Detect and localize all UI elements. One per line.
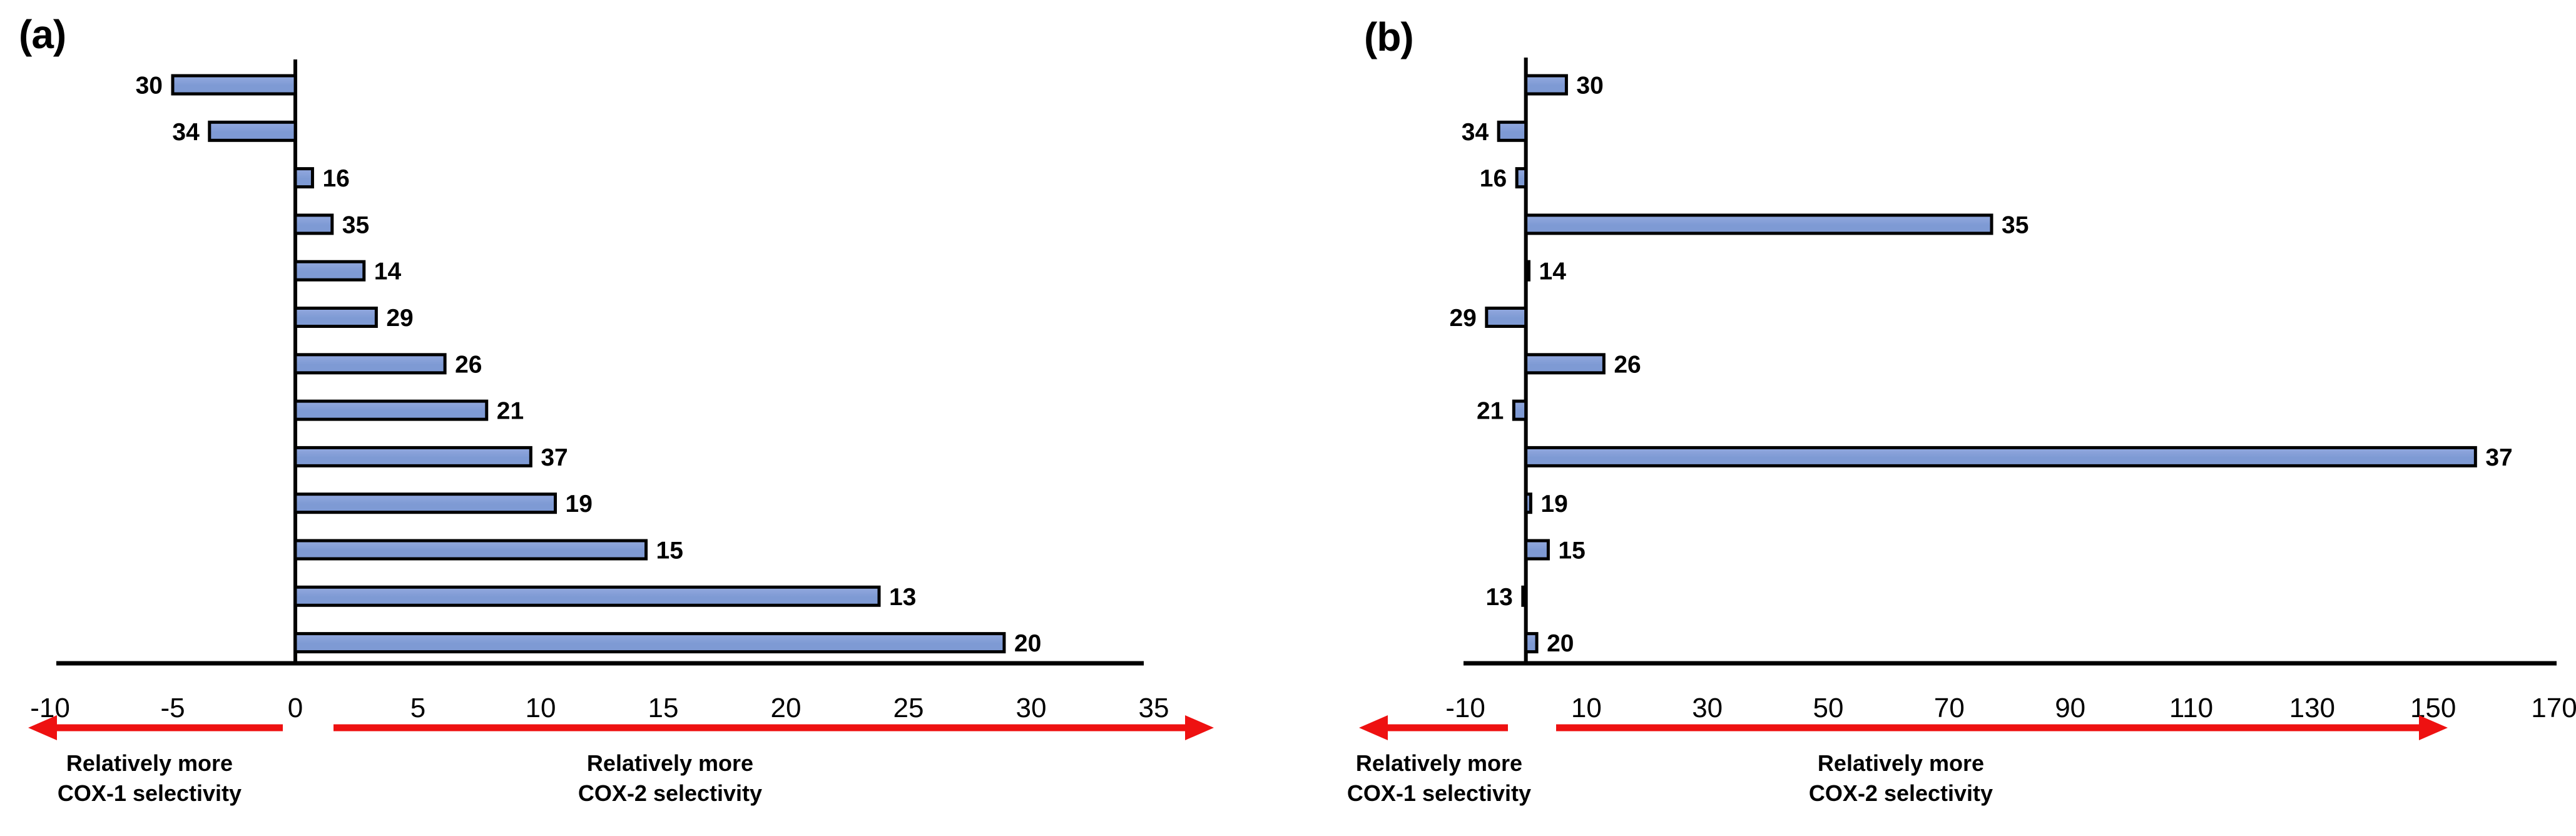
cox1-note-line2: COX-1 selectivity <box>1347 780 1532 806</box>
bar-label-21: 21 <box>1477 398 1504 425</box>
bar-label-15: 15 <box>656 538 683 564</box>
cox1-arrow-head <box>28 715 57 740</box>
cox1-note-line1: Relatively more <box>1355 750 1523 776</box>
bar-label-29: 29 <box>386 305 413 332</box>
panel-b: (b) -10 10 30 50 70 90 110 130 150 170 30 34 16 35 14 2… <box>1289 0 2576 836</box>
bar-label-26: 26 <box>1614 351 1641 378</box>
bar-19 <box>1524 492 1532 514</box>
panel-b-cox1-note: Relatively more COX-1 selectivity <box>1347 748 1531 808</box>
bar-label-20: 20 <box>1547 630 1574 657</box>
bar-label-21: 21 <box>497 398 524 425</box>
bar-30 <box>1524 74 1568 96</box>
bar-20 <box>293 632 1006 654</box>
bar-label-13: 13 <box>1485 584 1512 611</box>
bar-29 <box>1485 307 1528 328</box>
x-tick-label: 10 <box>1571 693 1602 723</box>
x-tick-label: 20 <box>771 693 802 723</box>
x-tick-label: 35 <box>1139 693 1169 723</box>
bar-label-15: 15 <box>1558 538 1585 564</box>
bar-14 <box>293 260 366 282</box>
cox2-note-line1: Relatively more <box>1817 750 1985 776</box>
x-tick-label: 10 <box>526 693 556 723</box>
cox2-arrow-head <box>2419 715 2448 740</box>
x-tick-label: 150 <box>2410 693 2456 723</box>
bar-label-34: 34 <box>1462 119 1489 146</box>
cox2-arrow-head <box>1185 715 1214 740</box>
bar-label-29: 29 <box>1449 305 1476 332</box>
panel-b-cox2-note: Relatively more COX-2 selectivity <box>1809 748 1993 808</box>
bar-16 <box>1515 167 1528 189</box>
bar-15 <box>1524 539 1550 561</box>
bar-label-14: 14 <box>1539 258 1567 285</box>
bar-30 <box>171 74 297 96</box>
x-tick-label: 170 <box>2531 693 2576 723</box>
panel-a-cox2-note: Relatively more COX-2 selectivity <box>578 748 762 808</box>
panel-b-label: (b) <box>1364 14 1414 59</box>
x-tick-label: 30 <box>1016 693 1047 723</box>
bar-label-30: 30 <box>136 73 163 99</box>
cox2-note-line2: COX-2 selectivity <box>578 780 763 806</box>
panel-a: (a) -10 -5 0 5 10 15 20 25 30 35 30 34 16 35 14 29 26 21 3… <box>19 12 1214 808</box>
bar-26 <box>1524 353 1606 375</box>
x-tick-label: 15 <box>648 693 679 723</box>
panel-a-label: (a) <box>19 12 66 57</box>
x-tick-label: 30 <box>1692 693 1723 723</box>
x-tick-label: -10 <box>1445 693 1485 723</box>
panel-a-cox1-note: Relatively more COX-1 selectivity <box>58 748 242 808</box>
bar-label-26: 26 <box>455 351 482 378</box>
bar-20 <box>1524 632 1539 654</box>
bar-label-20: 20 <box>1014 630 1041 657</box>
x-tick-label: 90 <box>2055 693 2085 723</box>
bar-label-34: 34 <box>172 119 200 146</box>
bar-label-13: 13 <box>889 584 916 611</box>
x-tick-label: 70 <box>1934 693 1965 723</box>
bar-label-30: 30 <box>1576 73 1603 99</box>
x-tick-label: 0 <box>288 693 303 723</box>
bar-19 <box>293 492 557 514</box>
bar-35 <box>293 213 334 235</box>
bar-label-37: 37 <box>2485 444 2512 471</box>
bar-16 <box>293 167 314 189</box>
bar-label-19: 19 <box>1540 491 1567 517</box>
bar-34 <box>1497 120 1528 142</box>
bar-21 <box>293 399 489 421</box>
bar-21 <box>1512 399 1528 421</box>
bar-label-37: 37 <box>541 444 568 471</box>
bar-13 <box>293 585 881 607</box>
x-tick-label: 5 <box>410 693 425 723</box>
bar-34 <box>208 120 297 142</box>
bar-label-35: 35 <box>2002 212 2029 238</box>
bar-15 <box>293 539 648 561</box>
x-tick-label: 25 <box>893 693 924 723</box>
bar-label-14: 14 <box>374 258 402 285</box>
bar-26 <box>293 353 447 375</box>
bar-35 <box>1524 213 1993 235</box>
bar-label-16: 16 <box>322 165 349 192</box>
bar-14 <box>1524 260 1530 282</box>
cox1-note-line1: Relatively more <box>66 750 233 776</box>
bar-label-19: 19 <box>566 491 593 517</box>
panel-a-plot: -10 -5 0 5 10 15 20 25 30 35303416351429262137191… <box>28 59 1214 740</box>
x-tick-label: 50 <box>1813 693 1844 723</box>
cox2-note-line2: COX-2 selectivity <box>1808 780 1993 806</box>
bar-13 <box>1521 585 1528 607</box>
bar-37 <box>1524 446 2477 467</box>
cox1-arrow-head <box>1359 715 1388 740</box>
x-tick-label: -5 <box>160 693 185 723</box>
bar-29 <box>293 307 378 328</box>
x-tick-label: 130 <box>2289 693 2335 723</box>
panel-b-plot: -10 10 30 50 70 90 110 130 150 170 30 34 16 35 14 29 26 2… <box>1359 58 2576 740</box>
bar-37 <box>293 446 532 467</box>
cox1-note-line2: COX-1 selectivity <box>57 780 242 806</box>
bar-label-35: 35 <box>342 212 369 238</box>
x-tick-label: 110 <box>2169 693 2213 723</box>
cox2-note-line1: Relatively more <box>586 750 754 776</box>
bar-label-16: 16 <box>1480 165 1507 192</box>
